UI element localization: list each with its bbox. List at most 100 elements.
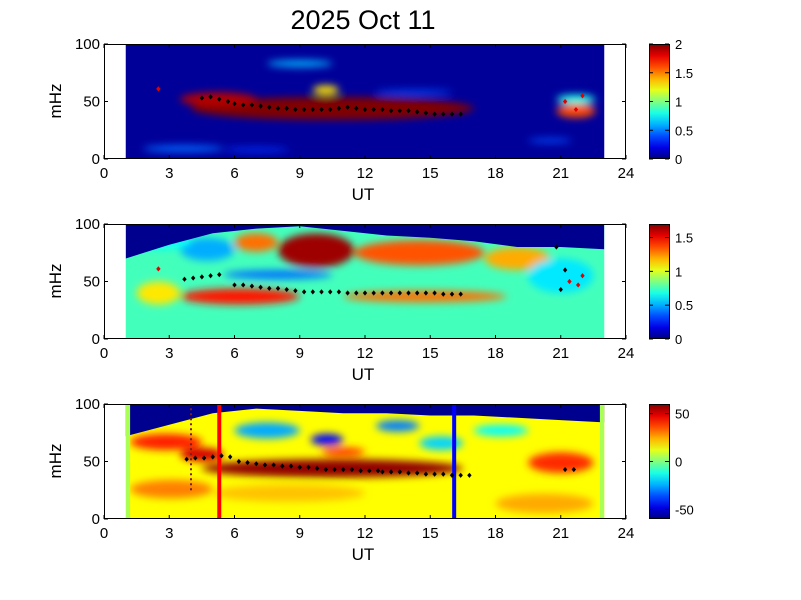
x-tick-label: 24 bbox=[618, 525, 635, 542]
peak-point bbox=[415, 290, 420, 296]
peak-point bbox=[190, 275, 196, 281]
heatmap-blob bbox=[130, 433, 202, 450]
red-point bbox=[580, 93, 585, 99]
peak-point bbox=[284, 286, 289, 293]
figure-title: 2025 Oct 11 bbox=[290, 5, 435, 35]
peak-point bbox=[236, 458, 242, 465]
y-tick-label: 0 bbox=[92, 151, 100, 168]
peak-point bbox=[449, 111, 455, 117]
x-tick-label: 15 bbox=[422, 345, 439, 362]
colorbar-tick-label: 0 bbox=[675, 455, 682, 470]
peak-point bbox=[558, 286, 563, 293]
heatmap-blob bbox=[212, 484, 365, 502]
x-tick-label: 24 bbox=[618, 345, 635, 362]
peak-point bbox=[371, 290, 376, 296]
heatmap-blob bbox=[267, 60, 333, 67]
x-tick-label: 21 bbox=[552, 525, 569, 542]
peak-point bbox=[258, 284, 263, 290]
heatmap-blob bbox=[495, 493, 594, 514]
y-tick-label: 0 bbox=[92, 511, 100, 528]
time-marker-line bbox=[217, 404, 222, 519]
heatmap-blob bbox=[375, 420, 420, 432]
heatmap-blob bbox=[180, 237, 235, 261]
colorbar-tick-label: -50 bbox=[675, 502, 694, 517]
colorbar-gradient bbox=[649, 404, 669, 519]
colorbar-tick-label: 0.5 bbox=[675, 298, 693, 313]
colorbar-tick-label: 1 bbox=[675, 264, 682, 279]
peak-point bbox=[371, 106, 376, 113]
y-axis-middle: 0 50 100 bbox=[75, 216, 626, 348]
time-marker-line bbox=[452, 404, 457, 519]
colorbar-gradient bbox=[649, 44, 669, 159]
peak-point bbox=[332, 466, 337, 473]
plot-area-bottom bbox=[125, 404, 605, 519]
peak-point bbox=[262, 462, 268, 468]
colorbar-tick-label: 1.5 bbox=[675, 231, 693, 246]
colorbar-frame-middle bbox=[649, 224, 670, 339]
x-tick-label: 15 bbox=[422, 525, 439, 542]
peak-point bbox=[319, 289, 324, 295]
x-axis-label-top: UT bbox=[352, 185, 375, 204]
red-point bbox=[580, 273, 585, 279]
peak-point bbox=[458, 111, 463, 117]
peak-point bbox=[219, 453, 224, 459]
x-axis-bottom: 0 3 6 9 12 15 18 21 24 bbox=[100, 404, 635, 542]
heatmap-blob bbox=[528, 452, 594, 473]
x-axis-top: 0 3 6 9 12 15 18 21 24 bbox=[100, 44, 634, 182]
peak-point bbox=[554, 244, 559, 250]
colorbar-bottom bbox=[649, 404, 669, 519]
heatmap-blob bbox=[136, 281, 181, 305]
peak-point bbox=[208, 94, 213, 100]
peak-point bbox=[336, 105, 342, 111]
peak-point bbox=[284, 105, 289, 111]
peak-point bbox=[349, 466, 355, 473]
heatmap-edge-strip bbox=[125, 404, 131, 519]
plot-area-top bbox=[125, 44, 605, 159]
peak-point bbox=[306, 464, 311, 470]
heatmap-blob bbox=[130, 479, 213, 499]
heatmap-blob bbox=[234, 422, 300, 439]
peak-point bbox=[362, 290, 368, 296]
peak-point bbox=[275, 105, 281, 111]
peak-point bbox=[415, 470, 420, 476]
peak-point bbox=[293, 106, 298, 113]
peak-point bbox=[341, 466, 346, 473]
peak-point bbox=[380, 106, 385, 113]
x-tick-label: 3 bbox=[165, 525, 173, 542]
y-tick-label: 0 bbox=[92, 331, 100, 348]
y-axis-label-middle: mHz bbox=[46, 264, 65, 299]
y-axis-top: 0 50 100 bbox=[75, 36, 626, 168]
heatmap-blob bbox=[201, 459, 463, 478]
peak-point bbox=[415, 109, 420, 115]
peak-point bbox=[345, 290, 350, 296]
peak-point bbox=[362, 106, 368, 113]
colorbar-ticks-bottom: -50 0 50 bbox=[649, 407, 694, 517]
peak-point bbox=[258, 103, 263, 109]
plot-area-middle bbox=[125, 224, 605, 339]
colorbar-tick-label: 1.5 bbox=[675, 66, 693, 81]
peak-point bbox=[319, 106, 324, 113]
heatmap-blob bbox=[234, 233, 278, 252]
x-tick-label: 18 bbox=[487, 345, 504, 362]
peak-point bbox=[397, 108, 402, 114]
colorbar-middle bbox=[649, 224, 669, 339]
peak-point bbox=[232, 101, 237, 107]
x-tick-label: 12 bbox=[357, 525, 374, 542]
heatmap-blob bbox=[473, 424, 529, 437]
colorbar-tick-label: 0 bbox=[675, 152, 682, 167]
x-tick-label: 9 bbox=[296, 345, 304, 362]
x-tick-label: 21 bbox=[552, 345, 569, 362]
peak-point bbox=[388, 108, 394, 114]
heatmap-top-mask bbox=[125, 224, 605, 259]
peak-point bbox=[328, 106, 333, 113]
y-axis-label-bottom: mHz bbox=[46, 444, 65, 479]
x-axis-label-bottom: UT bbox=[352, 545, 375, 564]
peak-point bbox=[562, 267, 568, 273]
peak-point bbox=[406, 290, 411, 296]
colorbar-gradient bbox=[649, 224, 669, 339]
heatmap-blob bbox=[223, 270, 333, 280]
x-tick-label: 9 bbox=[296, 525, 304, 542]
x-tick-label: 15 bbox=[422, 165, 439, 182]
y-tick-label: 100 bbox=[75, 396, 100, 413]
heatmap-edge-strip bbox=[599, 404, 605, 519]
